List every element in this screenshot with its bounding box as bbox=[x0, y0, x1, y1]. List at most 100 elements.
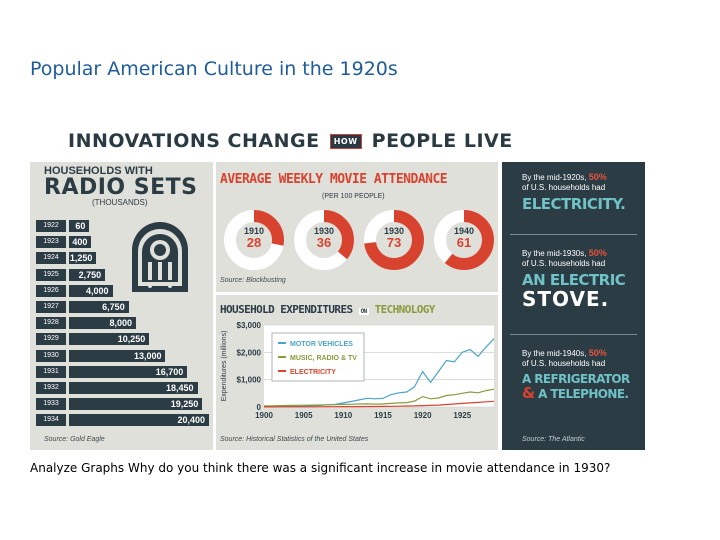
x-tick-label: 1920 bbox=[414, 411, 432, 420]
donut-value: 36 bbox=[316, 235, 332, 251]
fact-3-amp: & bbox=[522, 383, 535, 402]
radio-bar-year: 1931 bbox=[36, 365, 66, 378]
title-left: INNOVATIONS CHANGE bbox=[68, 130, 320, 152]
radio-title-line1: HOUSEHOLDS WITH bbox=[44, 165, 153, 177]
donut bbox=[224, 210, 284, 270]
radio-icon bbox=[132, 222, 188, 292]
radio-bar-year: 1933 bbox=[36, 398, 66, 411]
expenditure-title-on: ON bbox=[358, 308, 369, 315]
radio-bar-year: 1929 bbox=[36, 333, 66, 346]
x-tick-label: 1915 bbox=[374, 411, 392, 420]
x-tick-label: 1925 bbox=[453, 411, 471, 420]
fact-3-big3: A TELEPHONE. bbox=[538, 386, 629, 401]
expenditure-title-left: HOUSEHOLD EXPENDITURES bbox=[220, 303, 353, 316]
radio-bar: 13,000 bbox=[69, 349, 166, 362]
infographic-title: INNOVATIONS CHANGE HOW PEOPLE LIVE bbox=[68, 130, 513, 152]
x-tick-label: 1900 bbox=[255, 411, 273, 420]
fact-divider-2 bbox=[510, 334, 637, 335]
donut-value-label: 1930 73 bbox=[367, 226, 421, 251]
radio-panel: HOUSEHOLDS WITH RADIO SETS (THOUSANDS) 1… bbox=[30, 162, 213, 450]
movie-subtitle: (PER 100 PEOPLE) bbox=[322, 193, 385, 200]
movie-panel: AVERAGE WEEKLY MOVIE ATTENDANCE (PER 100… bbox=[216, 162, 498, 292]
radio-bar: 1,250 bbox=[69, 252, 97, 265]
movie-donut-chart bbox=[224, 210, 494, 270]
fact-3-pct: 50% bbox=[588, 348, 607, 358]
radio-bar-year: 1926 bbox=[36, 284, 66, 297]
legend-label: MOTOR VEHICLES bbox=[290, 341, 353, 348]
y-tick-label: $2,000 bbox=[237, 348, 262, 357]
donut bbox=[364, 210, 424, 270]
movie-title: AVERAGE WEEKLY MOVIE ATTENDANCE bbox=[220, 172, 448, 187]
series-line bbox=[263, 388, 495, 407]
fact-2-intro: By the mid-1930s, bbox=[522, 249, 587, 258]
donut-slice bbox=[224, 210, 284, 270]
facts-panel: By the mid-1920s, 50% of U.S. households… bbox=[502, 162, 645, 450]
donut-year: 1930 bbox=[313, 226, 335, 236]
fact-2-big2: STOVE. bbox=[522, 287, 610, 311]
donut-slice bbox=[294, 210, 354, 270]
radio-bar-year: 1934 bbox=[36, 414, 66, 427]
y-axis-label: Expenditures (millions) bbox=[221, 331, 228, 402]
donut-value: 73 bbox=[386, 235, 402, 251]
radio-bar: 6,750 bbox=[69, 301, 129, 313]
donut bbox=[434, 210, 494, 270]
infographic: INNOVATIONS CHANGE HOW PEOPLE LIVE HOUSE… bbox=[30, 120, 645, 450]
donut-slice bbox=[364, 210, 424, 270]
radio-bar: 8,000 bbox=[69, 317, 137, 330]
radio-bar-year: 1924 bbox=[36, 252, 66, 265]
radio-bar: 19,250 bbox=[69, 398, 203, 411]
chart-legend: MOTOR VEHICLES MUSIC, RADIO & TV ELECTRICI… bbox=[271, 332, 365, 382]
radio-bar: 4,000 bbox=[69, 284, 113, 297]
facts-source: Source: The Atlantic bbox=[522, 436, 585, 443]
radio-bar: 16,700 bbox=[69, 365, 188, 378]
radio-bar-year: 1927 bbox=[36, 301, 66, 313]
radio-bar: 60 bbox=[69, 220, 90, 232]
series-line bbox=[264, 400, 495, 408]
donut-year: 1930 bbox=[383, 226, 405, 236]
donut-slice bbox=[434, 210, 494, 270]
donut bbox=[294, 210, 354, 270]
radio-bar-year: 1930 bbox=[36, 349, 66, 362]
radio-bar: 10,250 bbox=[69, 333, 150, 346]
fact-1-tail: of U.S. households had bbox=[522, 183, 606, 193]
radio-title-line2: RADIO SETS bbox=[44, 175, 198, 200]
fact-3-big1: A REFRIGERATOR bbox=[522, 372, 630, 387]
expenditure-panel: HOUSEHOLD EXPENDITURES ON TECHNOLOGY 0 $1… bbox=[216, 295, 498, 450]
expenditure-source: Source: Historical Statistics of the Uni… bbox=[220, 436, 369, 443]
radio-bar-year: 1925 bbox=[36, 268, 66, 281]
expenditure-title-right: TECHNOLOGY bbox=[374, 303, 436, 316]
fact-3-intro: By the mid-1940s, bbox=[522, 349, 587, 358]
fact-electricity: By the mid-1920s, 50% of U.S. households… bbox=[522, 172, 626, 213]
y-tick-label: $1,000 bbox=[237, 376, 262, 385]
donut-value: 28 bbox=[246, 235, 262, 251]
title-right: PEOPLE LIVE bbox=[371, 130, 513, 152]
donut-value-label: 1910 28 bbox=[227, 226, 281, 251]
radio-bar: 2,750 bbox=[69, 268, 106, 281]
fact-2-pct: 50% bbox=[588, 248, 607, 258]
donut-value: 61 bbox=[456, 235, 472, 251]
fact-1-pct: 50% bbox=[588, 172, 607, 182]
donut-year: 1910 bbox=[243, 226, 265, 236]
fact-1-intro: By the mid-1920s, bbox=[522, 173, 587, 182]
radio-bar-year: 1928 bbox=[36, 317, 66, 330]
legend-label: ELECTRICITY bbox=[290, 369, 336, 376]
fact-2-tail: of U.S. households had bbox=[522, 259, 606, 269]
radio-bar-year: 1923 bbox=[36, 236, 66, 249]
expenditure-title: HOUSEHOLD EXPENDITURES ON TECHNOLOGY bbox=[220, 303, 435, 316]
fact-2-big1: AN ELECTRIC bbox=[522, 271, 626, 290]
expenditure-line-chart: 0 $1,000 $2,000 $3,000 1900 1905 1910 1915 1920 1… bbox=[221, 321, 495, 420]
slide-title: Popular American Culture in the 1920s bbox=[30, 58, 398, 80]
radio-title: HOUSEHOLDS WITH RADIO SETS (THOUSANDS) bbox=[44, 166, 198, 207]
x-tick-label: 1910 bbox=[334, 411, 352, 420]
fact-3-tail: of U.S. households had bbox=[522, 359, 606, 369]
fact-stove: By the mid-1930s, 50% of U.S. households… bbox=[522, 248, 626, 311]
x-tick-label: 1905 bbox=[295, 411, 313, 420]
radio-title-units: (THOUSANDS) bbox=[92, 198, 148, 207]
radio-bar-year: 1932 bbox=[36, 382, 66, 394]
analyze-caption: Analyze Graphs Why do you think there wa… bbox=[30, 461, 611, 475]
radio-bar: 18,450 bbox=[69, 382, 198, 394]
title-how-badge: HOW bbox=[329, 134, 362, 149]
y-tick-label: $3,000 bbox=[237, 321, 262, 330]
radio-bar: 20,400 bbox=[69, 414, 209, 427]
legend-label: MUSIC, RADIO & TV bbox=[290, 355, 357, 362]
